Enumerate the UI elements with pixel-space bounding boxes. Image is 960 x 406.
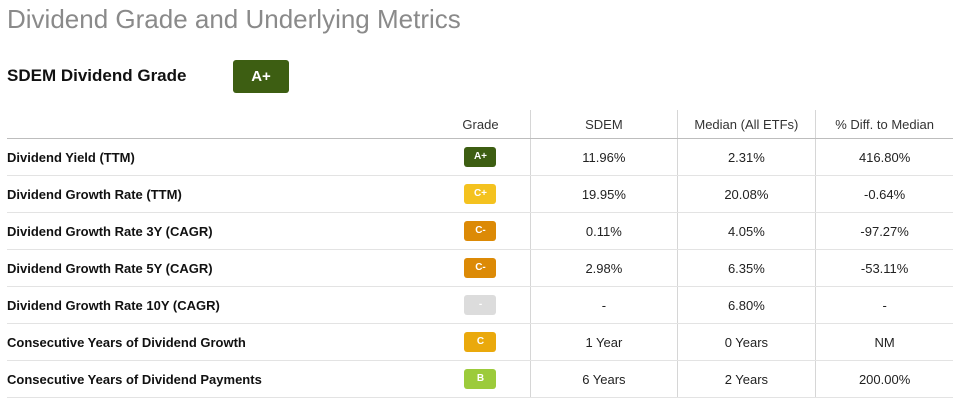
median-value: 2 Years (676, 360, 816, 398)
metric-name[interactable]: Dividend Growth Rate 10Y (CAGR) (7, 286, 431, 324)
overall-grade-badge: A+ (233, 60, 289, 93)
diff-value: -53.11% (815, 249, 953, 287)
metric-name[interactable]: Dividend Yield (TTM) (7, 138, 431, 176)
diff-value: -97.27% (815, 212, 953, 250)
grade-cell: C- (430, 249, 531, 287)
dividend-metrics-table: Grade SDEM Median (All ETFs) % Diff. to … (7, 110, 953, 398)
grade-badge: A+ (464, 147, 497, 167)
metric-name[interactable]: Dividend Growth Rate 3Y (CAGR) (7, 212, 431, 250)
table-body: Dividend Yield (TTM) A+ 11.96% 2.31% 416.80%… (7, 138, 953, 398)
header-median[interactable]: Median (All ETFs) (676, 110, 816, 139)
grade-badge: C- (464, 258, 497, 278)
table-row: Dividend Growth Rate 3Y (CAGR) C- 0.11% 4.0… (7, 212, 953, 250)
metric-name[interactable]: Consecutive Years of Dividend Growth (7, 323, 431, 361)
diff-value: 200.00% (815, 360, 953, 398)
grade-cell: - (430, 286, 531, 324)
dividend-grade-heading: SDEM Dividend Grade (7, 66, 187, 85)
diff-value: - (815, 286, 953, 324)
metric-name[interactable]: Dividend Growth Rate (TTM) (7, 175, 431, 213)
grade-badge: - (464, 295, 497, 315)
metric-name[interactable]: Consecutive Years of Dividend Payments (7, 360, 431, 398)
diff-value: 416.80% (815, 138, 953, 176)
table-row: Dividend Growth Rate 5Y (CAGR) C- 2.98% 6.3… (7, 249, 953, 287)
diff-value: -0.64% (815, 175, 953, 213)
grade-cell: C+ (430, 175, 531, 213)
grade-badge: C (464, 332, 497, 352)
sdem-value: 19.95% (530, 175, 677, 213)
median-value: 20.08% (676, 175, 816, 213)
median-value: 6.35% (676, 249, 816, 287)
grade-cell: A+ (430, 138, 531, 176)
diff-value: NM (815, 323, 953, 361)
grade-badge: C- (464, 221, 497, 241)
table-row: Dividend Growth Rate (TTM) C+ 19.95% 20.08%… (7, 175, 953, 213)
page-title: Dividend Grade and Underlying Metrics (7, 4, 461, 34)
median-value: 0 Years (676, 323, 816, 361)
median-value: 4.05% (676, 212, 816, 250)
header-metric (7, 110, 431, 139)
sdem-value: 1 Year (530, 323, 677, 361)
table-row: Dividend Growth Rate 10Y (CAGR) - -6.80% - (7, 286, 953, 324)
grade-cell: C (430, 323, 531, 361)
table-header-row: Grade SDEM Median (All ETFs) % Diff. to … (7, 110, 953, 139)
header-sdem[interactable]: SDEM (530, 110, 677, 139)
median-value: 2.31% (676, 138, 816, 176)
metric-name[interactable]: Dividend Growth Rate 5Y (CAGR) (7, 249, 431, 287)
header-grade[interactable]: Grade (430, 110, 531, 139)
sdem-value: 0.11% (530, 212, 677, 250)
table-row: Consecutive Years of Dividend Payments B 6… (7, 360, 953, 398)
sdem-value: 11.96% (530, 138, 677, 176)
table-row: Consecutive Years of Dividend Growth C 1 Y… (7, 323, 953, 361)
grade-badge: B (464, 369, 497, 389)
grade-cell: C- (430, 212, 531, 250)
sdem-value: 6 Years (530, 360, 677, 398)
median-value: 6.80% (676, 286, 816, 324)
sdem-value: - (530, 286, 677, 324)
grade-badge: C+ (464, 184, 497, 204)
sdem-value: 2.98% (530, 249, 677, 287)
grade-cell: B (430, 360, 531, 398)
table-row: Dividend Yield (TTM) A+ 11.96% 2.31% 416.80% (7, 138, 953, 176)
header-diff[interactable]: % Diff. to Median (815, 110, 953, 139)
